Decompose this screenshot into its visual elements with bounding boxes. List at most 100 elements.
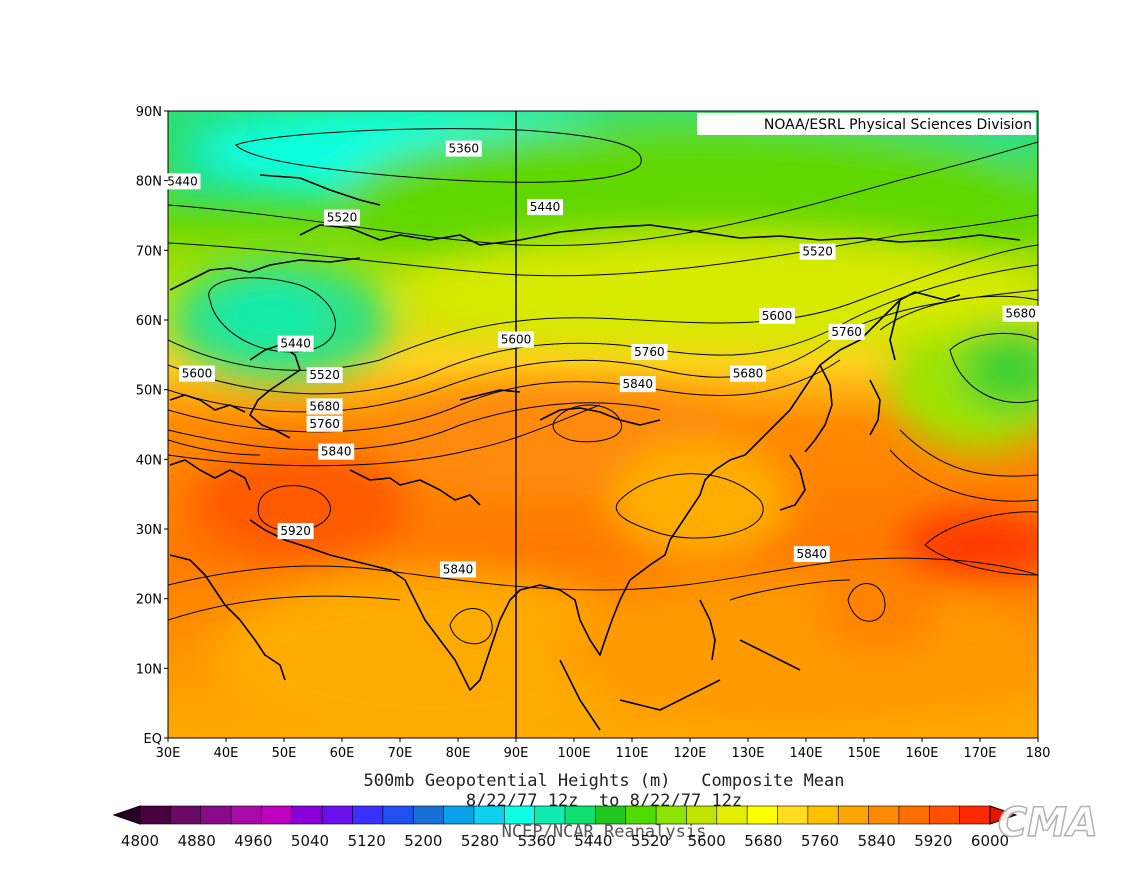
colorbar-swatch [746,805,779,825]
geopotential-height-field [168,111,1038,738]
colorbar-label: 5680 [744,832,782,850]
longitude-axis: 30E 40E 50E 60E 70E 80E 90E 100E 110E 120E 130E 140… [156,738,1051,761]
colorbar-swatch [564,805,597,825]
lon-tick-label: 150E [847,746,880,761]
contour-labels: 5360 5440 5440 5520 5520 5440 5600 5600 5680 5760… [164,140,1039,578]
lon-tick-label: 50E [272,746,297,761]
lon-tick-label: 140E [789,746,822,761]
colorbar-swatch [716,805,748,825]
colorbar-swatch [230,805,263,825]
colorbar-swatch [261,805,293,825]
caption: 500mb Geopotential Heights (m) Composite… [363,771,844,842]
colorbar-swatch [473,805,506,825]
lon-tick-label: 160E [905,746,938,761]
contour-label-text: 5760 [309,417,340,431]
contour-label-text: 5440 [167,174,198,188]
map-frame [167,110,1039,739]
colorbar-label: 5360 [518,832,556,850]
contour-label-text: 5840 [443,562,474,576]
contour-label-text: 5760 [634,345,665,359]
lat-tick-label: 20N [136,593,162,608]
colorbar-swatch [382,805,415,825]
lon-tick-label: 90E [504,746,529,761]
contour-label: 5920 [277,523,314,540]
colorbar-label: 5200 [404,832,442,850]
contour-label-text: 5520 [802,245,833,259]
lon-tick-label: 80E [446,746,471,761]
colorbar-label: 5840 [858,832,896,850]
colorbar-labels: 4800 4880 4960 5040 5120 5200 5280 5360 5440 5520… [121,832,1009,850]
lon-tick-label: 120E [673,746,706,761]
colorbar-label: 6000 [971,832,1009,850]
contour-label: 5520 [306,367,343,384]
lat-tick-label: 40N [136,453,162,468]
contour-label-text: 5680 [1005,307,1036,321]
lon-tick-label: 170E [963,746,996,761]
contour-label: 5760 [828,323,865,340]
lon-tick-label: 100E [557,746,590,761]
contour-label-text: 5360 [449,142,480,156]
contour-label-text: 5600 [182,367,213,381]
colorbar-swatch [777,805,809,825]
colorbar-swatch [837,805,870,825]
lon-tick-label: 70E [388,746,413,761]
contour-label-text: 5680 [733,367,764,381]
contour-label-text: 5920 [280,524,311,538]
lat-tick-label: 50N [136,384,162,399]
contour-label-text: 5600 [501,333,532,347]
colorbar-label: 4880 [178,832,216,850]
lon-tick-label: 130E [731,746,764,761]
lon-tick-label: 110E [615,746,648,761]
lat-tick-label: 70N [136,244,162,259]
contour-label-text: 5440 [280,337,311,351]
colorbar-swatch [534,805,566,825]
watermark-logo: CMA [998,800,1098,846]
contour-label: 5840 [318,443,355,460]
colorbar-label: 4800 [121,832,159,850]
contour-label-text: 5520 [327,211,358,225]
colorbar [112,805,1018,825]
contour-label-text: 5840 [797,547,828,561]
contour-label: 5440 [164,173,201,190]
colorbar-label: 5120 [348,832,386,850]
lon-tick-label: 40E [214,746,239,761]
contour-label: 5520 [324,209,360,226]
contour-label-text: 5840 [321,445,352,459]
colorbar-swatch [139,805,172,825]
colorbar-high-arrow [989,805,1018,825]
contour-label: 5360 [445,140,482,157]
contour-label-text: 5760 [831,325,862,339]
colorbar-label: 5040 [291,832,329,850]
colorbar-swatch [959,805,991,825]
colorbar-swatch [170,805,202,825]
caption-title: 500mb Geopotential Heights (m) Composite… [363,771,844,791]
colorbar-swatch [443,805,475,825]
colorbar-swatch [595,805,627,825]
colorbar-swatch [625,805,657,825]
colorbar-swatch [807,805,840,825]
contour-label: 5760 [306,415,343,432]
contour-label-text: 5520 [309,368,340,382]
contour-label: 5680 [1002,305,1039,322]
contour-label: 5680 [730,365,766,382]
colorbar-label: 5520 [631,832,669,850]
lon-tick-label: 30E [156,746,181,761]
caption-source: NCEP/NCAR Reanalysis [502,822,707,842]
contour-label: 5600 [498,331,534,348]
lon-tick-label: 180 [1026,746,1051,761]
colorbar-swatch [868,805,900,825]
colorbar-swatch [321,805,354,825]
contour-label-text: 5680 [309,399,340,413]
contour-label: 5680 [306,398,343,415]
colorbar-label: 5920 [914,832,952,850]
colorbar-low-arrow [112,805,141,825]
contour-label: 5840 [619,376,656,393]
contour-label: 5760 [631,344,668,361]
colorbar-swatch [503,805,536,825]
lon-tick-label: 60E [330,746,355,761]
colorbar-swatch [291,805,323,825]
credit-text: NOAA/ESRL Physical Sciences Division [764,117,1032,133]
colorbar-label: 5280 [461,832,499,850]
contour-label: 5440 [527,199,563,216]
